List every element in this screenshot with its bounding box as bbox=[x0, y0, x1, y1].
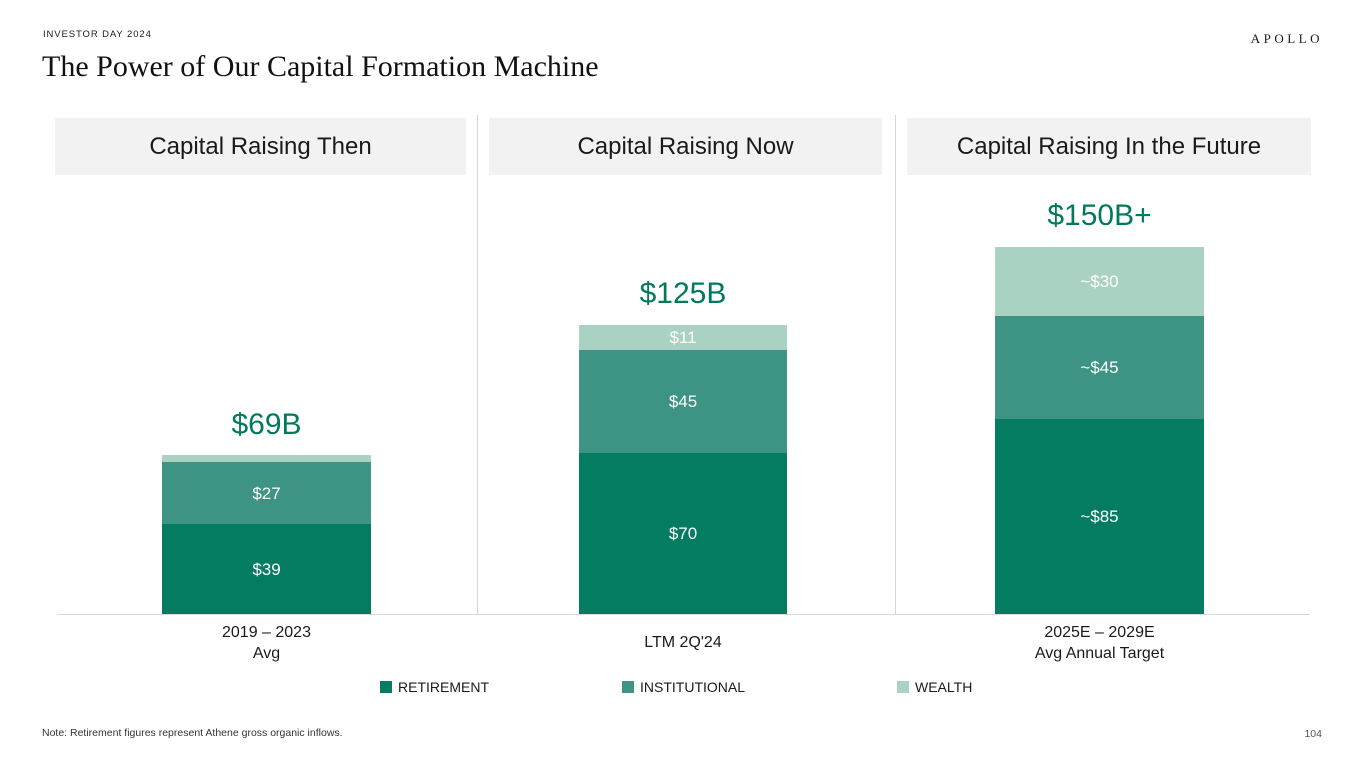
legend-swatch-retirement bbox=[380, 681, 392, 693]
legend-swatch-wealth bbox=[897, 681, 909, 693]
x-axis-label-future: 2025E – 2029E Avg Annual Target bbox=[975, 622, 1224, 664]
bar-segment-retirement: ~$85 bbox=[995, 419, 1204, 614]
bar-total-label: $125B bbox=[639, 277, 727, 310]
stacked-bar-then: $27 $39 bbox=[162, 455, 371, 614]
x-axis-label-line2: Avg bbox=[252, 645, 281, 662]
x-axis-label-line1: 2025E – 2029E bbox=[1044, 624, 1155, 641]
bar-segment-institutional: $27 bbox=[162, 462, 371, 524]
segment-value-label: $39 bbox=[252, 559, 281, 579]
x-axis-label-line2: Avg Annual Target bbox=[1034, 645, 1165, 662]
stacked-bar-future: ~$30 ~$45 ~$85 bbox=[995, 247, 1204, 614]
x-axis-label-now: LTM 2Q'24 bbox=[559, 622, 807, 653]
x-axis-label-line1: LTM 2Q'24 bbox=[644, 634, 722, 651]
bar-segment-institutional: $45 bbox=[579, 350, 787, 453]
section-header-future: Capital Raising In the Future bbox=[907, 118, 1311, 175]
legend-item-institutional: INSTITUTIONAL bbox=[622, 679, 745, 695]
segment-value-label: $11 bbox=[669, 328, 697, 347]
bar-segment-retirement: $39 bbox=[162, 524, 371, 614]
segment-value-label: $70 bbox=[668, 524, 698, 543]
eyebrow-label: INVESTOR DAY 2024 bbox=[43, 29, 152, 40]
section-divider bbox=[477, 115, 478, 614]
legend-label: WEALTH bbox=[915, 679, 973, 695]
section-divider bbox=[895, 115, 896, 614]
legend-swatch-institutional bbox=[622, 681, 634, 693]
bar-segment-wealth bbox=[162, 455, 371, 462]
legend-item-retirement: RETIREMENT bbox=[380, 679, 489, 695]
segment-value-label: ~$30 bbox=[1080, 272, 1119, 291]
segment-value-label: $45 bbox=[668, 392, 698, 411]
legend-label: INSTITUTIONAL bbox=[640, 679, 746, 695]
x-axis-line bbox=[57, 614, 1310, 615]
x-axis-label-then: 2019 – 2023 Avg bbox=[142, 622, 391, 664]
segment-value-label: ~$85 bbox=[1080, 507, 1119, 526]
bar-segment-wealth: $11 bbox=[579, 325, 787, 350]
segment-value-label: $27 bbox=[252, 483, 281, 503]
stacked-bar-now: $11 $45 $70 bbox=[579, 325, 787, 614]
apollo-logo: APOLLO bbox=[1250, 31, 1323, 46]
page-title: The Power of Our Capital Formation Machi… bbox=[42, 50, 599, 83]
segment-value-label: ~$45 bbox=[1080, 358, 1119, 377]
bar-total-label: $69B bbox=[231, 408, 302, 441]
bar-total-label: $150B+ bbox=[1047, 199, 1152, 232]
bar-segment-retirement: $70 bbox=[579, 453, 787, 614]
x-axis-label-line1: 2019 – 2023 bbox=[222, 624, 311, 641]
section-header-then: Capital Raising Then bbox=[55, 118, 466, 175]
footnote: Note: Retirement figures represent Athen… bbox=[42, 727, 343, 739]
legend-item-wealth: WEALTH bbox=[897, 679, 972, 695]
bar-segment-institutional: ~$45 bbox=[995, 316, 1204, 419]
legend-label: RETIREMENT bbox=[398, 679, 489, 695]
section-header-now: Capital Raising Now bbox=[489, 118, 882, 175]
page-number: 104 bbox=[1304, 728, 1322, 740]
bar-segment-wealth: ~$30 bbox=[995, 247, 1204, 316]
